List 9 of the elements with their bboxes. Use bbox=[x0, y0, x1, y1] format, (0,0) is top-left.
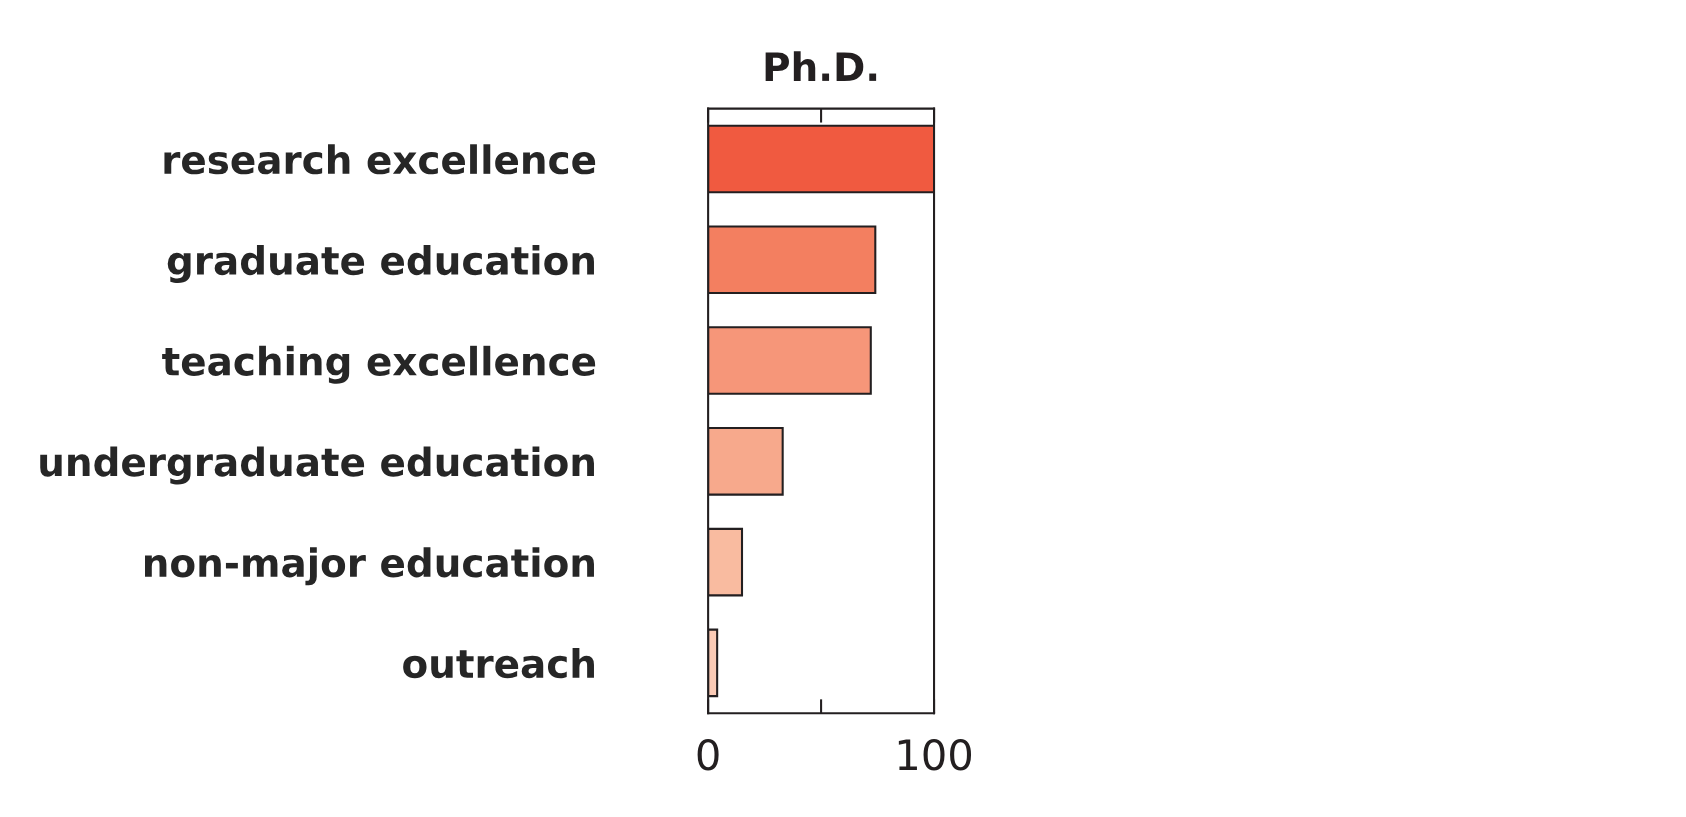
y-tick-label: graduate education bbox=[167, 245, 594, 283]
x-tick-label: 0 bbox=[697, 738, 719, 771]
y-tick-label: undergraduate education bbox=[40, 446, 594, 485]
x-tick-label: 100 bbox=[898, 738, 972, 771]
y-tick-label: teaching excellence bbox=[162, 345, 596, 384]
y-tick-label: research excellence bbox=[164, 144, 596, 175]
chart-title: Ph.D. bbox=[765, 51, 877, 81]
y-tick-label: outreach bbox=[403, 648, 594, 679]
y-tick-label: non-major education bbox=[145, 547, 594, 586]
